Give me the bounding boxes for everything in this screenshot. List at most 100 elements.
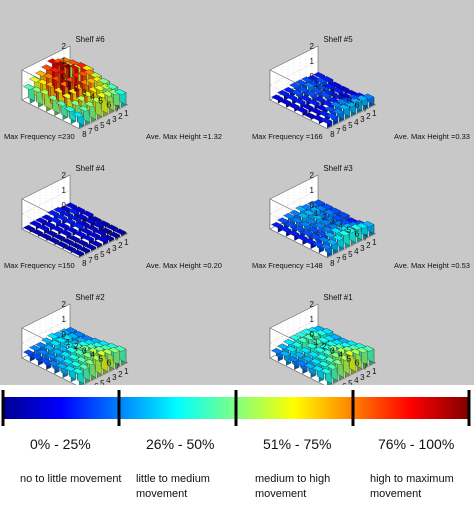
z-tick-label: 2 bbox=[310, 42, 315, 51]
x-tick-label: 6 bbox=[355, 230, 360, 239]
z-tick-label: 2 bbox=[62, 171, 67, 180]
x-tick-label: 2 bbox=[74, 213, 79, 222]
x-tick-label: 1 bbox=[66, 80, 71, 89]
z-tick-label: 2 bbox=[62, 42, 67, 51]
bar-7-7 bbox=[326, 363, 339, 384]
y-tick-label: 4 bbox=[106, 247, 111, 256]
bar-2-8 bbox=[279, 350, 292, 366]
x-tick-label: 6 bbox=[355, 359, 360, 368]
bar-4-8 bbox=[295, 106, 308, 116]
bar-5-8 bbox=[55, 241, 68, 250]
bar-3-6 bbox=[51, 225, 64, 235]
bar-7-6 bbox=[84, 243, 97, 252]
x-tick-label: 2 bbox=[322, 84, 327, 93]
x-tick-label: 4 bbox=[338, 221, 343, 230]
bar-7-6 bbox=[84, 101, 97, 123]
x-tick-label: 5 bbox=[99, 96, 104, 105]
x-tick-label: 7 bbox=[363, 105, 368, 114]
y-tick-label: 5 bbox=[348, 379, 353, 385]
x-tick-label: 3 bbox=[330, 88, 335, 97]
bar-7-1 bbox=[362, 93, 375, 108]
bar-4-6 bbox=[59, 229, 72, 239]
z-tick-label: 1 bbox=[310, 57, 315, 66]
bar-3-2 bbox=[75, 213, 88, 223]
bar-4-8 bbox=[47, 237, 60, 245]
bar-6-7 bbox=[70, 242, 83, 251]
bar-5-1 bbox=[97, 220, 110, 229]
x-tick-label: 6 bbox=[355, 101, 360, 110]
bar-7-1 bbox=[362, 221, 375, 237]
bar-6-5 bbox=[82, 234, 95, 245]
y-tick-label: 4 bbox=[354, 118, 359, 127]
colorbar-divider-1 bbox=[117, 390, 121, 426]
bar-7-7 bbox=[78, 363, 91, 384]
bar-6-6 bbox=[76, 239, 89, 248]
bar-7-7 bbox=[326, 113, 339, 126]
y-tick-label: 2 bbox=[118, 112, 123, 121]
range-description-3: high to maximum movement bbox=[370, 473, 454, 500]
x-tick-label: 1 bbox=[314, 338, 319, 347]
y-tick-label: 7 bbox=[336, 256, 341, 265]
z-tick-label: 1 bbox=[62, 186, 67, 195]
x-tick-label: 5 bbox=[99, 225, 104, 234]
x-tick-label: 5 bbox=[347, 225, 352, 234]
x-tick-label: 4 bbox=[338, 350, 343, 359]
y-tick-label: 4 bbox=[354, 376, 359, 385]
range-label-0: 0% - 25% bbox=[30, 436, 91, 452]
x-tick-label: 4 bbox=[90, 350, 95, 359]
z-tick-label: 0 bbox=[62, 72, 67, 81]
bar-7-2 bbox=[356, 222, 369, 240]
x-tick-label: 7 bbox=[115, 234, 120, 243]
bar-2-2 bbox=[67, 208, 80, 219]
y-tick-label: 6 bbox=[94, 124, 99, 133]
ave-max-height-label: Ave. Max Height =1.32 bbox=[146, 132, 222, 141]
bar-4-6 bbox=[307, 99, 320, 110]
range-description-1: little to medium movement bbox=[136, 473, 210, 500]
y-tick-label: 1 bbox=[124, 367, 129, 376]
x-tick-label: 4 bbox=[90, 92, 95, 101]
bar-6-1 bbox=[106, 224, 119, 233]
panel-title: Shelf #6 bbox=[75, 35, 105, 44]
max-frequency-label: Max Frequency =150 bbox=[4, 261, 75, 270]
x-tick-label: 7 bbox=[115, 105, 120, 114]
x-tick-label: 1 bbox=[314, 209, 319, 218]
panel-title: Shelf #4 bbox=[75, 164, 105, 173]
x-tick-label: 7 bbox=[115, 363, 120, 372]
bar-7-5 bbox=[338, 104, 351, 120]
bar-7-2 bbox=[108, 231, 121, 240]
bar-7-1 bbox=[114, 345, 127, 366]
y-tick-label: 3 bbox=[360, 373, 365, 382]
x-tick-label: 1 bbox=[66, 209, 71, 218]
z-tick-label: 0 bbox=[62, 330, 67, 339]
y-tick-label: 5 bbox=[348, 121, 353, 130]
bar-7-6 bbox=[332, 108, 345, 123]
x-tick-label: 4 bbox=[338, 92, 343, 101]
bar-5-8 bbox=[303, 362, 316, 379]
bar-6-8 bbox=[312, 240, 325, 254]
range-label-2: 51% - 75% bbox=[263, 436, 332, 452]
bar-7-2 bbox=[356, 95, 369, 111]
y-tick-label: 4 bbox=[354, 247, 359, 256]
bar-7-6 bbox=[332, 234, 345, 252]
x-tick-label: 6 bbox=[107, 230, 112, 239]
y-tick-label: 1 bbox=[372, 367, 377, 376]
ave-max-height-label: Ave. Max Height =0.53 bbox=[394, 261, 470, 270]
x-tick-label: 1 bbox=[66, 338, 71, 347]
x-tick-label: 5 bbox=[347, 96, 352, 105]
bar-7-2 bbox=[108, 89, 121, 111]
z-tick-label: 0 bbox=[62, 201, 67, 210]
x-tick-label: 3 bbox=[82, 217, 87, 226]
max-frequency-label: Max Frequency =166 bbox=[252, 132, 323, 141]
bar-6-8 bbox=[312, 365, 325, 383]
colorbar-divider-0 bbox=[1, 390, 5, 426]
bar-6-8 bbox=[64, 365, 77, 383]
bar-3-1 bbox=[81, 210, 94, 220]
x-tick-label: 2 bbox=[74, 342, 79, 351]
y-tick-label: 4 bbox=[106, 376, 111, 385]
x-tick-label: 5 bbox=[347, 354, 352, 363]
